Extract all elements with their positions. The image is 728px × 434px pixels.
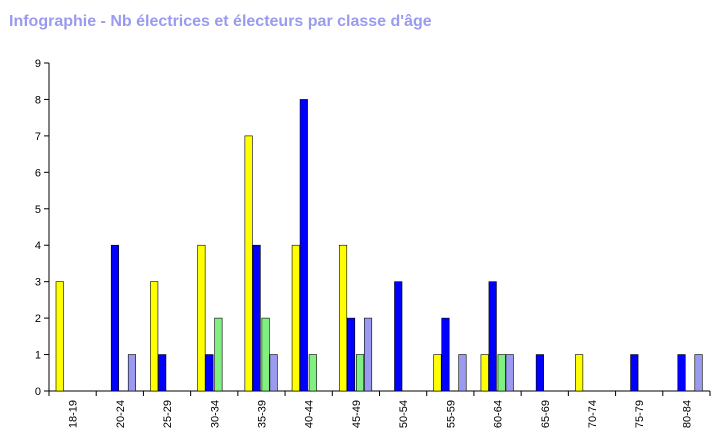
y-tick-label: 7	[35, 131, 41, 143]
y-tick-label: 0	[35, 386, 41, 398]
x-tick-label: 20-24	[115, 400, 127, 428]
y-tick-label: 2	[35, 313, 41, 325]
bar-series-2-20-24	[110, 244, 120, 392]
x-tick-label: 45-49	[351, 400, 363, 428]
y-tick-label: 5	[35, 204, 41, 216]
bar-series-2-50-54	[394, 281, 403, 392]
bar-series-4-20-24	[127, 354, 137, 392]
bar-series-1-25-29	[150, 281, 159, 392]
bar-series-4-45-49	[363, 317, 373, 392]
bar-series-4-35-39	[269, 354, 278, 392]
bar-series-1-18-19	[55, 281, 64, 392]
y-tick-label: 3	[35, 277, 41, 289]
bar-series-3-60-64	[497, 354, 506, 392]
bars-layer	[55, 99, 703, 392]
x-tick-label: 60-64	[493, 400, 505, 428]
bar-series-2-45-49	[346, 317, 356, 392]
chart-title: Infographie - Nb électrices et électeurs…	[9, 13, 432, 30]
x-tick-label: 70-74	[587, 400, 599, 428]
y-tick-label: 6	[35, 167, 41, 179]
bar-series-3-30-34	[214, 317, 223, 392]
x-tick-label: 65-69	[540, 400, 552, 428]
bar-series-2-25-29	[158, 354, 167, 392]
bar-series-1-30-34	[197, 244, 206, 392]
y-tick-label: 1	[35, 350, 41, 362]
bar-series-4-80-84	[694, 354, 703, 392]
tick-labels-layer: 0 1 2 3 4 5 6 7 8 9 18-19 20-24 25-29 30-34 35-39 40-44…	[35, 58, 694, 428]
x-tick-label: 25-29	[162, 400, 174, 428]
x-tick-label: 75-79	[634, 400, 646, 428]
bar-series-1-60-64	[480, 354, 489, 392]
bar-series-1-35-39	[244, 135, 253, 392]
bar-series-3-35-39	[261, 317, 270, 392]
bar-series-1-70-74	[575, 354, 584, 392]
x-tick-label: 18-19	[68, 400, 80, 428]
y-tick-label: 9	[35, 58, 41, 70]
bar-series-2-80-84	[677, 354, 686, 392]
bar-series-1-40-44	[291, 244, 300, 392]
bar-series-4-60-64	[505, 354, 514, 392]
bar-series-1-45-49	[338, 244, 348, 392]
x-tick-label: 50-54	[398, 400, 410, 428]
bar-series-2-30-34	[205, 354, 214, 392]
x-tick-label: 35-39	[256, 400, 268, 428]
bar-series-4-55-59	[458, 354, 467, 392]
bar-series-3-45-49	[355, 354, 365, 392]
bar-series-3-40-44	[308, 354, 317, 392]
x-tick-label: 80-84	[681, 400, 693, 428]
y-tick-label: 4	[35, 240, 41, 252]
x-tick-label: 55-59	[445, 400, 457, 428]
axes-layer	[44, 62, 711, 396]
bar-series-2-60-64	[488, 281, 497, 392]
bar-series-2-65-69	[535, 354, 544, 392]
bar-series-2-75-79	[630, 354, 639, 392]
bar-series-2-40-44	[299, 99, 308, 392]
bar-series-2-35-39	[252, 244, 261, 392]
bar-series-1-55-59	[433, 354, 442, 392]
bar-series-2-55-59	[441, 317, 450, 392]
x-tick-label: 40-44	[304, 400, 316, 428]
y-tick-label: 8	[35, 94, 41, 106]
x-tick-label: 30-34	[209, 400, 221, 428]
